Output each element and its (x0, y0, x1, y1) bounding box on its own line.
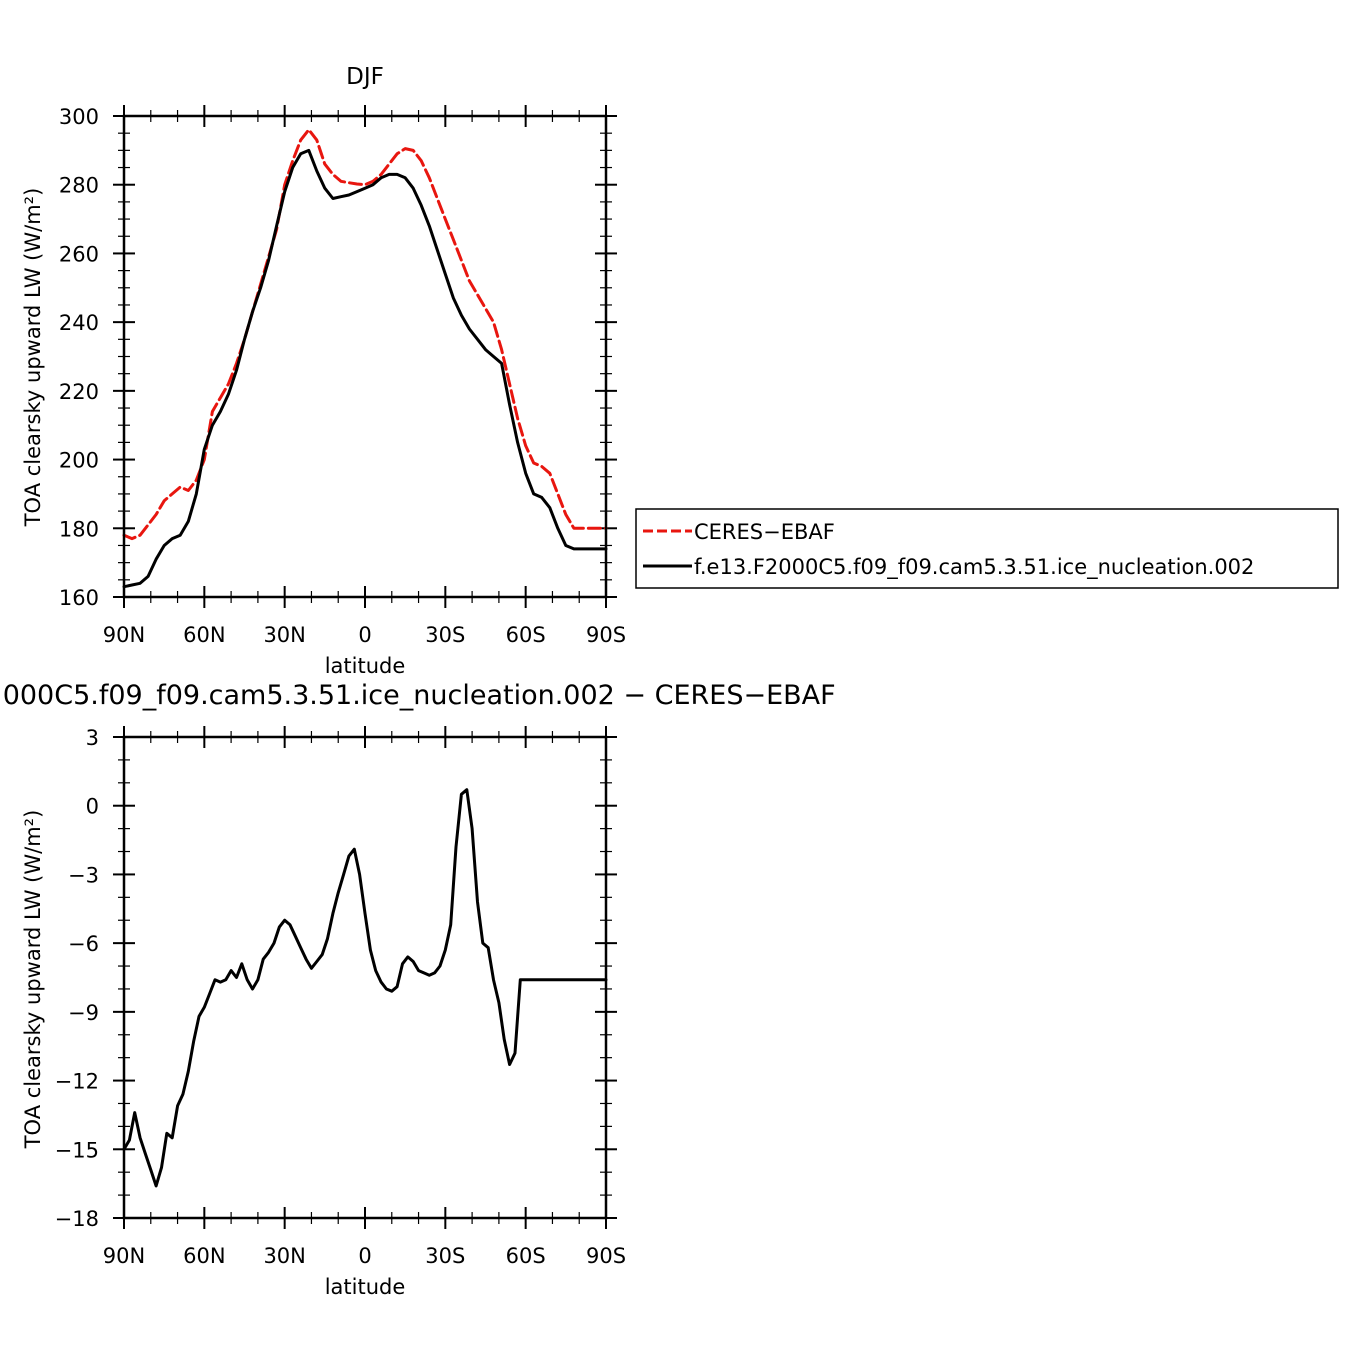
top-x-axis-label: latitude (325, 654, 406, 678)
top-panel: DJF 90N 60N 30N 0 30S 60S 90S 300 280 260 240 220 20… (21, 64, 1339, 678)
bottom-y-tick-label: −3 (68, 863, 99, 887)
top-y-axis-label: TOA clearsky upward LW (W/m²) (21, 188, 45, 528)
top-y-tick-label: 160 (59, 586, 99, 610)
bottom-tick-labels: 90N 60N 30N 0 30S 60S 90S 3 0 −3 −6 −9 −12 −15 −18 (55, 726, 626, 1268)
bottom-y-tick-label: −6 (68, 932, 99, 956)
top-x-tick-label: 90S (586, 623, 626, 647)
top-series-line-1 (122, 148, 608, 589)
top-y-tick-label: 260 (59, 242, 99, 266)
top-y-tick-label: 220 (59, 380, 99, 404)
top-series-layer (122, 128, 608, 589)
top-y-tick-label: 180 (59, 517, 99, 541)
top-axis-ticks (113, 105, 617, 608)
bottom-axis-ticks (113, 726, 617, 1229)
top-x-tick-label: 60S (506, 623, 546, 647)
top-y-tick-label: 280 (59, 174, 99, 198)
legend: CERES−EBAF f.e13.F2000C5.f09_f09.cam5.3.… (635, 508, 1339, 589)
bottom-x-tick-label: 0 (358, 1244, 371, 1268)
top-tick-labels: 90N 60N 30N 0 30S 60S 90S 300 280 260 240 220 200 180… (59, 105, 626, 647)
bottom-series-line-0 (122, 788, 608, 1188)
legend-label-ceres: CERES−EBAF (694, 520, 835, 544)
top-x-tick-label: 60N (183, 623, 225, 647)
bottom-y-axis-label: TOA clearsky upward LW (W/m²) (21, 810, 45, 1150)
top-chart-title: DJF (346, 64, 384, 90)
bottom-y-tick-label: 3 (86, 726, 99, 750)
legend-box (635, 508, 1339, 589)
top-x-tick-label: 90N (103, 623, 145, 647)
bottom-y-tick-label: 0 (86, 795, 99, 819)
bottom-plot-frame (122, 735, 608, 1220)
top-series-line-0 (122, 128, 608, 541)
bottom-chart-title: f.e13.F2000C5.f09_f09.cam5.3.51.ice_nucl… (0, 680, 836, 711)
bottom-panel: f.e13.F2000C5.f09_f09.cam5.3.51.ice_nucl… (0, 680, 836, 1299)
top-y-tick-label: 240 (59, 311, 99, 335)
bottom-x-tick-label: 90N (103, 1244, 145, 1268)
top-x-tick-label: 30S (425, 623, 465, 647)
bottom-x-tick-label: 60S (506, 1244, 546, 1268)
bottom-series-layer (122, 788, 608, 1188)
bottom-y-tick-label: −12 (55, 1070, 99, 1094)
bottom-x-tick-label: 30N (263, 1244, 305, 1268)
legend-label-model: f.e13.F2000C5.f09_f09.cam5.3.51.ice_nucl… (694, 555, 1254, 580)
bottom-x-axis-label: latitude (325, 1275, 406, 1299)
top-y-tick-label: 300 (59, 105, 99, 129)
top-x-tick-label: 0 (358, 623, 371, 647)
bottom-x-tick-label: 90S (586, 1244, 626, 1268)
bottom-y-tick-label: −15 (55, 1138, 99, 1162)
top-x-tick-label: 30N (263, 623, 305, 647)
bottom-y-tick-label: −9 (68, 1001, 99, 1025)
bottom-x-tick-label: 60N (183, 1244, 225, 1268)
bottom-y-tick-label: −18 (55, 1207, 99, 1231)
top-y-tick-label: 200 (59, 449, 99, 473)
bottom-x-tick-label: 30S (425, 1244, 465, 1268)
top-plot-frame (122, 114, 608, 599)
